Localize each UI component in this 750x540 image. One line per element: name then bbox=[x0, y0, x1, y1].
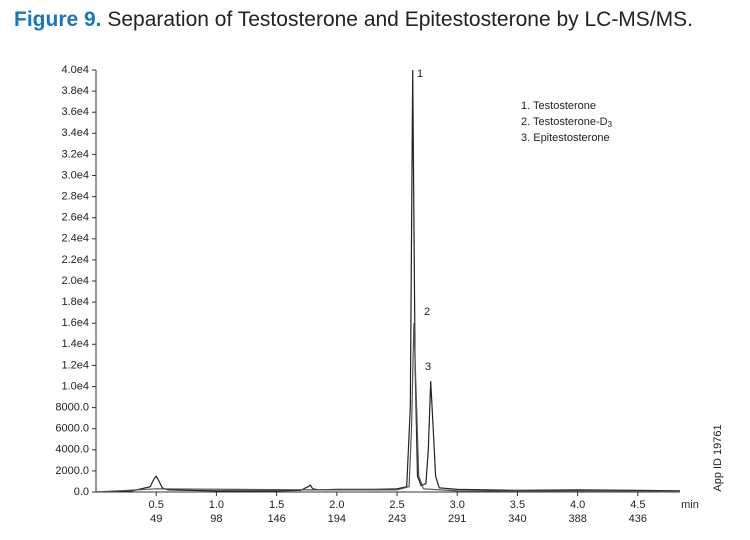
y-tick-label: 2000.0 bbox=[55, 465, 89, 477]
scan-label: 194 bbox=[328, 513, 346, 525]
x-tick-label: 1.5 bbox=[269, 499, 284, 511]
peak-label: 2 bbox=[424, 306, 430, 318]
y-tick-label: 3.4e4 bbox=[61, 127, 89, 139]
scan-label: 146 bbox=[267, 513, 285, 525]
y-tick-label: 8000.0 bbox=[55, 402, 89, 414]
x-tick-label: 1.0 bbox=[209, 499, 224, 511]
y-tick-label: 2.0e4 bbox=[61, 275, 89, 287]
x-tick-label: 4.5 bbox=[630, 499, 645, 511]
scan-label: 291 bbox=[448, 513, 466, 525]
legend-text: 2. Testosterone-D bbox=[521, 116, 608, 128]
x-axis-label: min bbox=[681, 499, 699, 511]
y-tick-label: 2.8e4 bbox=[61, 191, 89, 203]
scan-label: 49 bbox=[150, 513, 162, 525]
scan-label: 340 bbox=[508, 513, 526, 525]
x-tick-label: 2.5 bbox=[389, 499, 404, 511]
legend-entry: 3. Epitestosterone bbox=[521, 132, 610, 144]
y-tick-label: 1.2e4 bbox=[61, 359, 89, 371]
x-tick-label: 3.0 bbox=[450, 499, 465, 511]
y-tick-label: 2.4e4 bbox=[61, 233, 89, 245]
scan-label: 388 bbox=[568, 513, 586, 525]
y-tick-label: 3.0e4 bbox=[61, 169, 89, 181]
y-tick-label: 3.2e4 bbox=[61, 148, 89, 160]
legend-subscript: 3 bbox=[608, 120, 613, 129]
y-tick-label: 1.8e4 bbox=[61, 296, 89, 308]
y-tick-label: 1.0e4 bbox=[61, 380, 89, 392]
x-tick-label: 3.5 bbox=[510, 499, 525, 511]
peak-label: 3 bbox=[425, 361, 431, 373]
y-tick-label: 3.8e4 bbox=[61, 85, 89, 97]
trace bbox=[95, 323, 681, 493]
peak-label: 1 bbox=[417, 68, 423, 80]
title-label: Figure 9. bbox=[14, 8, 102, 31]
legend-entry: 1. Testosterone bbox=[521, 100, 596, 112]
scan-label: 436 bbox=[629, 513, 647, 525]
x-tick-label: 0.5 bbox=[149, 499, 164, 511]
x-tick-label: 2.0 bbox=[329, 499, 344, 511]
side-note: App ID 19761 bbox=[712, 424, 724, 491]
title-text: Separation of Testosterone and Epitestos… bbox=[107, 8, 693, 31]
trace bbox=[95, 69, 681, 493]
y-tick-label: 4000.0 bbox=[55, 444, 89, 456]
y-tick-label: 2.6e4 bbox=[61, 212, 89, 224]
y-tick-label: 1.6e4 bbox=[61, 317, 89, 329]
scan-label: 98 bbox=[210, 513, 222, 525]
legend-text: 1. Testosterone bbox=[521, 100, 596, 112]
scan-label: 243 bbox=[388, 513, 406, 525]
legend-entry: 2. Testosterone-D3 bbox=[521, 116, 613, 129]
y-tick-label: 4.0e4 bbox=[61, 64, 89, 76]
chart-title: Figure 9. Separation of Testosterone and… bbox=[14, 8, 693, 31]
y-tick-label: 1.4e4 bbox=[61, 338, 89, 350]
y-tick-label: 0.0 bbox=[74, 486, 89, 498]
x-tick-label: 4.0 bbox=[570, 499, 585, 511]
y-tick-label: 6000.0 bbox=[55, 423, 89, 435]
legend-text: 3. Epitestosterone bbox=[521, 132, 610, 144]
y-tick-label: 2.2e4 bbox=[61, 254, 89, 266]
y-tick-label: 3.6e4 bbox=[61, 106, 89, 118]
